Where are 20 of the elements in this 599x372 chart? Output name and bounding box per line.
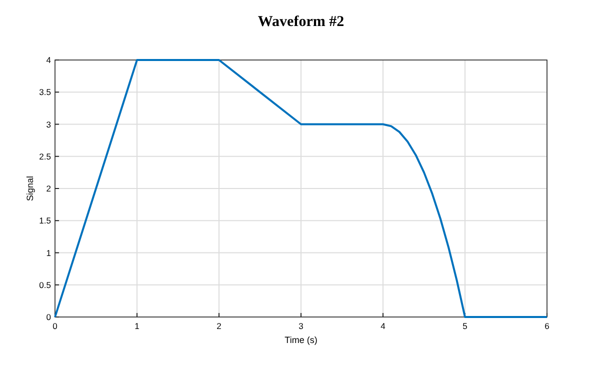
y-tick-label: 0: [46, 312, 52, 322]
x-tick-label: 1: [134, 321, 140, 331]
x-tick-label: 3: [298, 321, 304, 331]
y-tick-label: 2: [46, 184, 52, 194]
y-tick-label: 1.5: [39, 216, 52, 226]
x-tick-label: 4: [380, 321, 386, 331]
y-tick-label: 3: [46, 119, 52, 130]
x-tick-label: 2: [216, 321, 222, 331]
y-tick-label: 2.5: [39, 151, 52, 162]
y-tick-label: 4: [46, 55, 52, 65]
line-series: [54, 59, 548, 318]
y-tick-label: 3.5: [39, 87, 52, 98]
y-axis-title: Signal: [25, 176, 35, 202]
x-tick-label: 6: [544, 321, 550, 331]
x-tick-label: 5: [462, 321, 468, 331]
y-tick-label: 1: [46, 248, 52, 258]
x-tick-label: 0: [52, 321, 58, 331]
x-axis-title: Time (s): [284, 335, 318, 345]
chart-title: Waveform #2: [258, 14, 344, 30]
y-tick-label: 0.5: [39, 280, 52, 290]
